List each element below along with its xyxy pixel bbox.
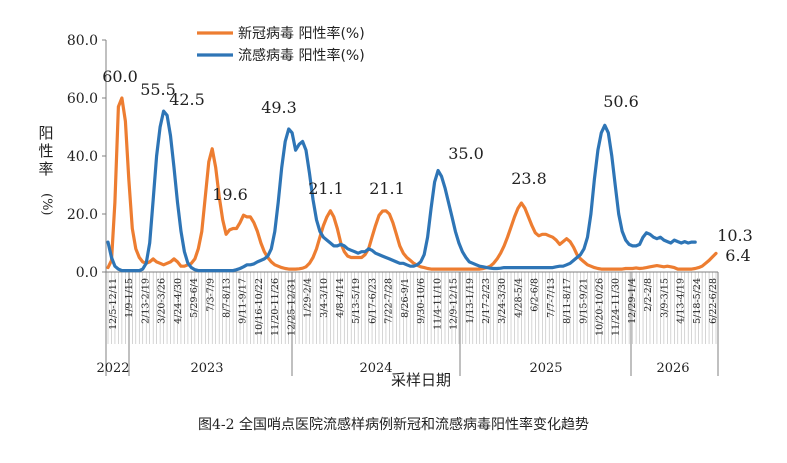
peak-label: 60.0 — [102, 67, 138, 86]
x-tick-label: 11/20-11/26 — [270, 278, 281, 336]
x-tick-label: 11/24-11/30 — [611, 278, 622, 336]
year-label: 2026 — [656, 361, 689, 376]
x-tick-label: 1/13-1/19 — [465, 278, 476, 324]
legend-label-flu: 流感病毒 阳性率(%) — [238, 47, 365, 64]
series-lines — [106, 96, 718, 273]
x-tick-label: 8/11-8/17 — [562, 278, 573, 324]
x-tick-label: 9/11-9/17 — [238, 278, 249, 324]
y-tick-labels: 0.0 20.0 40.0 60.0 80.0 — [67, 33, 98, 281]
peak-label: 42.5 — [169, 90, 205, 109]
x-tick-label: 1/9-1/15 — [124, 278, 135, 318]
peak-label: 50.6 — [603, 92, 639, 111]
x-tick-label: 9/15-9/21 — [578, 278, 589, 324]
x-tick-label: 12/25-12/31 — [286, 278, 297, 336]
x-tick-label: 5/29-6/4 — [189, 278, 200, 318]
x-tick-label: 12/9-12/15 — [449, 278, 460, 330]
flu-line — [106, 109, 697, 273]
legend-label-covid: 新冠病毒 阳性率(%) — [238, 25, 365, 42]
x-tick-label: 4/28-5/4 — [513, 278, 524, 318]
x-tick-label: 3/9-3/15 — [659, 278, 670, 318]
peak-label: 19.6 — [212, 185, 248, 204]
x-tick-label: 6/2-6/8 — [530, 278, 541, 312]
x-tick-label: 11/4-11/10 — [432, 278, 443, 330]
x-tick-label: 2/2-2/8 — [643, 278, 654, 312]
x-tick-label: 8/7-8/13 — [222, 278, 233, 318]
x-tick-label: 3/4-3/10 — [319, 278, 330, 318]
peak-label: 21.1 — [369, 179, 405, 198]
x-tick-label: 12/29-1/4 — [627, 278, 638, 324]
y-tick-label: 0.0 — [76, 265, 98, 281]
peak-label: 49.3 — [261, 98, 297, 117]
peak-label: 23.8 — [511, 169, 547, 188]
x-tick-label: 3/20-3/26 — [157, 278, 168, 324]
gridlines — [107, 272, 717, 344]
peak-label: 35.0 — [448, 144, 484, 163]
year-label: 2024 — [359, 361, 392, 376]
x-tick-label: 6/17-6/23 — [367, 278, 378, 324]
x-tick-label: 3/24-3/30 — [497, 278, 508, 324]
x-tick-label: 4/8-4/14 — [335, 278, 346, 318]
peak-label: 55.5 — [140, 80, 176, 99]
y-tick-label: 40.0 — [67, 149, 98, 165]
x-tick-label: 7/3-7/9 — [205, 278, 216, 312]
x-tick-label: 8/26-9/1 — [400, 278, 411, 318]
x-tick-label: 10/20-10/26 — [594, 278, 605, 336]
x-tick-label: 5/18-5/24 — [692, 278, 703, 324]
x-tick-label: 5/13-5/19 — [351, 278, 362, 324]
x-tick-label: 4/24-4/30 — [173, 278, 184, 324]
x-tick-label: 1/29-2/4 — [303, 278, 314, 318]
x-tick-label: 9/30-10/6 — [416, 278, 427, 324]
figure-caption: 图4-2 全国哨点医院流感样病例新冠和流感病毒阳性率变化趋势 — [198, 417, 589, 433]
x-axis-label: 采样日期 — [391, 371, 451, 389]
x-tick-label: 2/17-2/23 — [481, 278, 492, 324]
peak-label: 21.1 — [308, 179, 344, 198]
x-tick-label: 10/16-10/22 — [254, 278, 265, 336]
x-tick-label: 4/13-4/19 — [676, 278, 687, 324]
x-tick-label: 2/13-2/19 — [140, 278, 151, 324]
y-axis-label: 阳性率 (%) — [38, 124, 54, 216]
y-tick-label: 60.0 — [67, 91, 98, 107]
year-labels: 2022 2023 2024 2025 2026 — [96, 361, 689, 376]
x-tick-label: 7/22-7/28 — [384, 278, 395, 324]
year-label: 2023 — [190, 361, 223, 376]
peak-label: 10.3 — [717, 226, 753, 245]
data-annotations: 60.055.542.5 19.6 49.3 21.1 21.1 35.0 23.8 50.6… — [102, 67, 753, 265]
covid-line — [106, 96, 718, 271]
x-tick-labels: 12/5-12/11 1/9-1/15 2/13-2/19 3/20-3/26 4/24… — [108, 278, 719, 336]
year-label: 2025 — [529, 361, 562, 376]
x-tick-label: 7/7-7/13 — [546, 278, 557, 318]
x-tick-label: 6/22-6/28 — [708, 278, 719, 324]
y-tick-label: 80.0 — [67, 33, 98, 49]
x-tick-label: 12/5-12/11 — [108, 278, 119, 330]
y-tick-label: 20.0 — [67, 207, 98, 223]
year-label: 2022 — [96, 361, 129, 376]
legend: 新冠病毒 阳性率(%) 流感病毒 阳性率(%) — [197, 25, 365, 64]
peak-label: 6.4 — [725, 246, 750, 265]
